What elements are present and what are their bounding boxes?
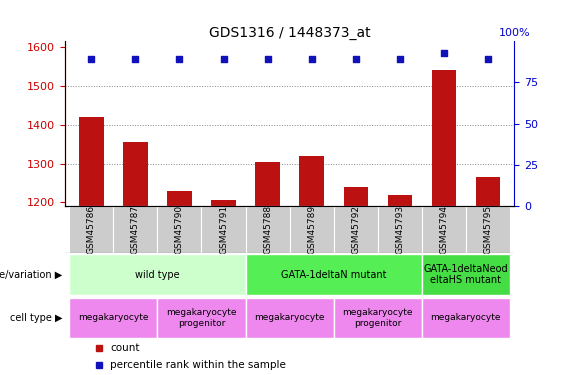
Bar [388, 195, 412, 206]
Bar [202, 206, 246, 253]
Bar [432, 70, 456, 206]
Text: GSM45795: GSM45795 [483, 205, 492, 254]
Bar [69, 254, 246, 295]
Text: GSM45792: GSM45792 [351, 205, 360, 254]
Point [307, 56, 316, 62]
Bar [299, 156, 324, 206]
Point [263, 56, 272, 62]
Text: GSM45787: GSM45787 [131, 205, 140, 254]
Bar [289, 206, 333, 253]
Bar [466, 206, 510, 253]
Bar [255, 162, 280, 206]
Title: GDS1316 / 1448373_at: GDS1316 / 1448373_at [208, 26, 371, 40]
Text: GSM45794: GSM45794 [439, 205, 448, 254]
Point [131, 56, 140, 62]
Bar [79, 117, 103, 206]
Point [483, 56, 492, 62]
Text: wild type: wild type [135, 270, 180, 280]
Bar [333, 206, 377, 253]
Point [219, 56, 228, 62]
Text: GSM45789: GSM45789 [307, 205, 316, 254]
Text: megakaryocyte: megakaryocyte [78, 314, 149, 322]
Text: cell type ▶: cell type ▶ [10, 313, 62, 323]
Text: megakaryocyte: megakaryocyte [254, 314, 325, 322]
Point [351, 56, 360, 62]
Bar [167, 191, 192, 206]
Text: megakaryocyte
progenitor: megakaryocyte progenitor [342, 308, 413, 327]
Bar [69, 206, 114, 253]
Text: GSM45788: GSM45788 [263, 205, 272, 254]
Text: percentile rank within the sample: percentile rank within the sample [110, 360, 286, 370]
Bar [344, 187, 368, 206]
Text: GSM45790: GSM45790 [175, 205, 184, 254]
Bar [158, 206, 202, 253]
Bar [211, 200, 236, 206]
Bar [69, 297, 158, 338]
Text: GSM45791: GSM45791 [219, 205, 228, 254]
Bar [123, 142, 147, 206]
Bar [246, 206, 289, 253]
Bar [246, 254, 421, 295]
Point [395, 56, 404, 62]
Bar [476, 177, 500, 206]
Text: GSM45786: GSM45786 [87, 205, 96, 254]
Text: count: count [110, 343, 140, 353]
Text: genotype/variation ▶: genotype/variation ▶ [0, 270, 62, 280]
Point [439, 50, 448, 56]
Bar [377, 206, 421, 253]
Text: megakaryocyte: megakaryocyte [431, 314, 501, 322]
Text: megakaryocyte
progenitor: megakaryocyte progenitor [166, 308, 237, 327]
Bar [114, 206, 158, 253]
Point [175, 56, 184, 62]
Bar [421, 254, 510, 295]
Bar [421, 297, 510, 338]
Bar [246, 297, 333, 338]
Text: 100%: 100% [498, 28, 530, 38]
Text: GATA-1deltaN mutant: GATA-1deltaN mutant [281, 270, 386, 280]
Bar [333, 297, 421, 338]
Text: GATA-1deltaNeod
eltaHS mutant: GATA-1deltaNeod eltaHS mutant [423, 264, 508, 285]
Text: GSM45793: GSM45793 [395, 205, 404, 254]
Bar [421, 206, 466, 253]
Bar [158, 297, 246, 338]
Point [87, 56, 96, 62]
